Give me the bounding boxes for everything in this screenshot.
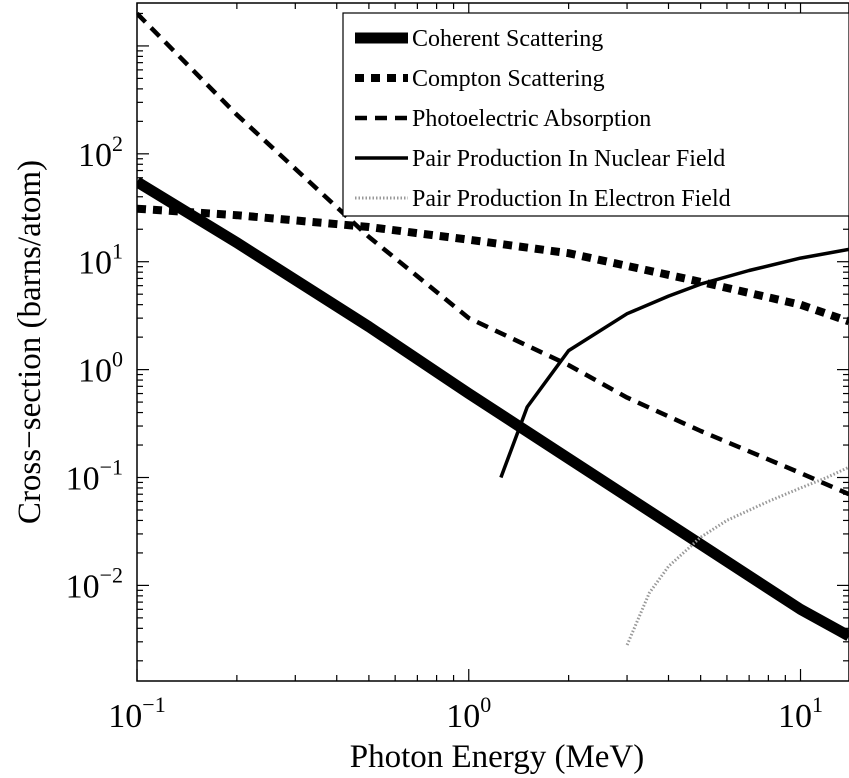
- series-line-pair-production-in-nuclear-field: [499, 247, 849, 479]
- y-tick-label: 10−1: [66, 455, 123, 498]
- legend-label-photoelectric-absorption: Photoelectric Absorption: [412, 106, 651, 132]
- series-line-compton-scattering: [137, 204, 849, 326]
- y-axis-title: Cross−section (barns/atom): [12, 160, 48, 524]
- legend: Coherent Scattering Compton Scattering Pho…: [342, 12, 849, 217]
- series-line-photoelectric-absorption: [137, 11, 849, 497]
- series-line-coherent-scattering: [137, 177, 849, 641]
- curves-layer: [137, 11, 849, 646]
- tick-labels-layer: 10−1 100 101 10−2 10−1 100 101 102: [66, 131, 823, 735]
- x-axis-title: Photon Energy (MeV): [350, 739, 645, 775]
- legend-box: [342, 12, 849, 217]
- x-tick-label: 100: [446, 692, 491, 735]
- series-line-pair-production-in-electron-field: [625, 465, 849, 646]
- y-tick-label: 101: [78, 239, 123, 282]
- x-tick-label: 101: [778, 692, 823, 735]
- y-tick-label: 102: [78, 131, 123, 174]
- legend-label-compton-scattering: Compton Scattering: [412, 66, 605, 92]
- y-tick-label: 100: [78, 347, 123, 390]
- x-tick-label: 10−1: [108, 692, 165, 735]
- legend-label-coherent-scattering: Coherent Scattering: [412, 26, 603, 52]
- axes-frame: [136, 2, 849, 682]
- legend-label-pair-production-in-electron-field: Pair Production In Electron Field: [412, 186, 731, 212]
- y-tick-label: 10−2: [66, 562, 123, 605]
- legend-label-pair-production-in-nuclear-field: Pair Production In Nuclear Field: [412, 146, 725, 172]
